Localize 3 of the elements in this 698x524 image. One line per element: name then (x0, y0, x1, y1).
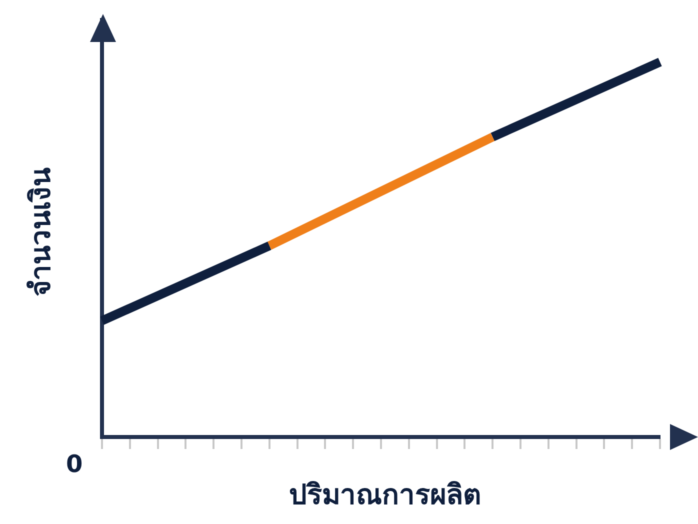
x-axis-title: ปริมาณการผลิต (288, 477, 482, 513)
text: 0 (66, 450, 83, 478)
y-axis-title: จำนวนเงิน (23, 166, 58, 298)
